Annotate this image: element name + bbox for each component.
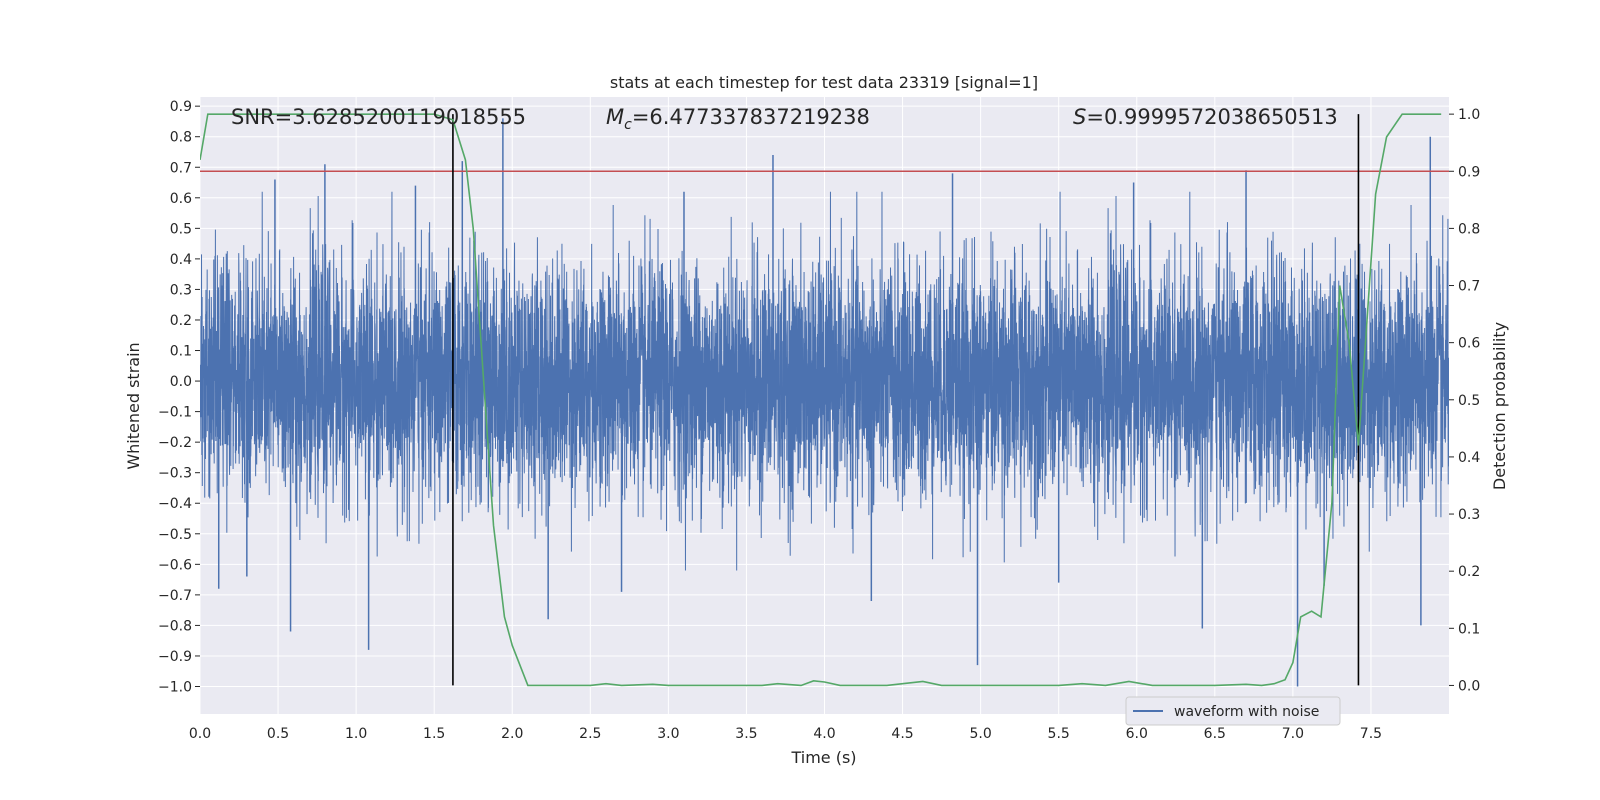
y-tick-label: 0.1 xyxy=(170,344,192,360)
x-tick-label: 1.0 xyxy=(345,726,367,742)
snr-annotation: SNR=3.6285200119018555 xyxy=(231,105,526,129)
right-y-tick-label: 0.3 xyxy=(1458,507,1480,523)
legend-box xyxy=(1125,696,1341,726)
y-tick-label: −0.8 xyxy=(158,618,192,634)
right-y-tick-label: 1.0 xyxy=(1458,107,1480,123)
x-tick-label: 0.5 xyxy=(267,726,289,742)
right-y-tick-label: 0.4 xyxy=(1458,450,1480,466)
right-y-tick-label: 0.7 xyxy=(1458,279,1480,295)
legend: waveform with noise xyxy=(1125,696,1341,726)
y-tick-label: 0.7 xyxy=(170,160,192,176)
y-tick-label: −0.2 xyxy=(158,435,192,451)
right-y-tick-labels: 1.0 0.9 0.8 0.7 0.6 0.5 0.4 0.3 0.2 0.1 0.0 xyxy=(1449,107,1480,694)
y-tick-label: −0.6 xyxy=(158,557,192,573)
y-tick-label: −0.7 xyxy=(158,588,192,604)
right-y-tick-label: 0.2 xyxy=(1458,564,1480,580)
waveform-spikes xyxy=(217,118,1432,687)
x-tick-label: 7.0 xyxy=(1282,726,1304,742)
y-tick-labels: 0.9 0.8 0.7 0.6 0.5 0.4 0.3 0.2 0.1 0.0 −0.1 −0.2 −0… xyxy=(158,99,200,696)
x-tick-label: 6.0 xyxy=(1126,726,1148,742)
y-tick-label: −0.4 xyxy=(158,496,192,512)
right-y-tick-label: 0.0 xyxy=(1458,678,1480,694)
right-y-axis-label: Detection probability xyxy=(1490,322,1509,490)
x-tick-label: 7.5 xyxy=(1360,726,1382,742)
event-vertical-lines xyxy=(452,114,1360,686)
x-tick-label: 3.5 xyxy=(735,726,757,742)
y-tick-label: −1.0 xyxy=(158,680,192,696)
chirp-mass-symbol: M xyxy=(606,105,624,129)
x-tick-label: 5.5 xyxy=(1048,726,1070,742)
right-y-tick-label: 0.1 xyxy=(1458,621,1480,637)
x-tick-label: 5.0 xyxy=(969,726,991,742)
y-tick-label: 0.8 xyxy=(170,130,192,146)
waveform-trace xyxy=(200,191,1449,571)
y-tick-label: −0.5 xyxy=(158,527,192,543)
right-y-tick-label: 0.8 xyxy=(1458,221,1480,237)
chirp-mass-annotation: Mc=6.477337837219238 xyxy=(606,105,870,133)
x-tick-label: 2.0 xyxy=(501,726,523,742)
score-value: =0.9999572038650513 xyxy=(1086,105,1337,129)
x-tick-label: 4.0 xyxy=(813,726,835,742)
legend-label-waveform: waveform with noise xyxy=(1174,704,1319,720)
y-tick-label: 0.2 xyxy=(170,313,192,329)
y-tick-label: 0.9 xyxy=(170,99,192,115)
x-tick-label: 1.5 xyxy=(423,726,445,742)
x-tick-label: 3.0 xyxy=(657,726,679,742)
y-tick-label: 0.3 xyxy=(170,282,192,298)
x-tick-label: 6.5 xyxy=(1204,726,1226,742)
right-y-tick-label: 0.6 xyxy=(1458,336,1480,352)
x-tick-label: 2.5 xyxy=(579,726,601,742)
y-axis-label: Whitened strain xyxy=(124,342,143,469)
y-tick-label: −0.9 xyxy=(158,649,192,665)
y-tick-label: 0.4 xyxy=(170,252,192,268)
right-y-tick-label: 0.9 xyxy=(1458,164,1480,180)
score-symbol: S xyxy=(1073,105,1086,129)
y-tick-label: −0.3 xyxy=(158,466,192,482)
y-tick-label: −0.1 xyxy=(158,405,192,421)
y-tick-label: 0.5 xyxy=(170,221,192,237)
detection-probability-line xyxy=(200,113,1442,687)
x-tick-label: 4.5 xyxy=(891,726,913,742)
score-annotation: S=0.9999572038650513 xyxy=(1073,105,1338,129)
x-axis-label: Time (s) xyxy=(790,748,856,767)
right-y-tick-label: 0.5 xyxy=(1458,393,1480,409)
chart-title: stats at each timestep for test data 233… xyxy=(610,73,1038,92)
x-tick-labels: 0.0 0.5 1.0 1.5 2.0 2.5 3.0 3.5 4.0 4.5 5.0 5.5 6.0 6… xyxy=(189,726,1382,742)
chirp-mass-subscript: c xyxy=(624,117,632,133)
waveform-series xyxy=(200,191,1449,571)
y-tick-label: 0.0 xyxy=(170,374,192,390)
x-tick-label: 0.0 xyxy=(189,726,211,742)
y-tick-label: 0.6 xyxy=(170,191,192,207)
chirp-mass-value: =6.477337837219238 xyxy=(632,105,870,129)
